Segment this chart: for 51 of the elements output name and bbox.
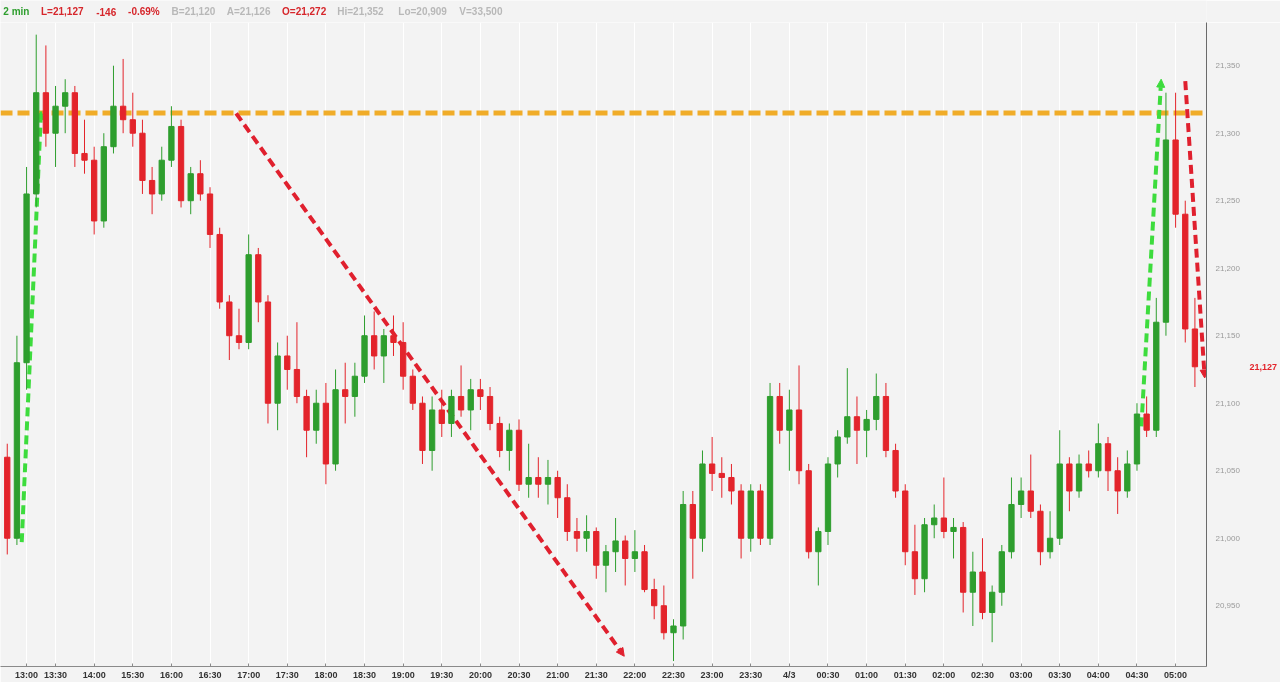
x-tick-label: 02:30 [970,669,995,680]
x-tick-label: 4/3 [783,669,796,680]
x-tick-label: 04:00 [1086,669,1110,680]
y-tick-label: 21,350 [1215,61,1241,71]
y-tick-label: 20,950 [1215,601,1241,611]
y-tick-label: 21,000 [1215,533,1241,543]
x-tick-label: 03:00 [1009,669,1033,680]
x-tick-label: 16:00 [159,669,183,680]
x-tick-label: 21:00 [546,669,570,680]
chart-title: 2 min [3,6,30,17]
text: B=21,120 [171,6,216,17]
text: V=33,500 [459,6,503,17]
x-tick-label: 01:00 [855,669,879,680]
x-tick-label: 19:30 [430,669,454,680]
x-tick-label: 20:00 [468,669,492,680]
text: -0.69% [128,6,160,17]
x-tick-label: 14:00 [82,669,106,680]
x-tick-label: 18:00 [314,669,338,680]
x-tick-label: 16:30 [198,669,222,680]
x-tick-label: 21:30 [584,669,608,680]
x-tick-label: 17:30 [275,669,299,680]
x-tick-label: 19:00 [391,669,415,680]
x-tick-label: 18:30 [353,669,377,680]
text: A=21,126 [226,6,271,17]
x-tick-label: 05:00 [1164,669,1188,680]
y-tick-label: 21,150 [1215,331,1241,341]
x-tick-label: 17:00 [237,669,261,680]
x-tick-label: 15:30 [121,669,145,680]
text: L=21,127 [41,6,84,17]
x-tick-label: 13:00 [15,669,39,680]
y-tick-label: 21,300 [1215,128,1241,138]
y-tick-label: 21,100 [1215,398,1241,408]
x-tick-label: 13:30 [44,669,68,680]
x-tick-label: 23:00 [700,669,724,680]
x-tick-label: 23:30 [739,669,763,680]
text: -146 [96,6,117,18]
y-tick-label: 21,250 [1215,196,1241,206]
x-tick-label: 22:30 [661,669,686,680]
y-tick-label: 21,050 [1215,466,1241,476]
text: Lo=20,909 [398,6,448,17]
y-tick-label: 21,200 [1215,263,1241,273]
x-tick-label: 02:00 [932,669,956,680]
text: 21,127 [1249,361,1278,372]
x-tick-label: 01:30 [893,669,917,680]
text: Hi=21,352 [337,6,385,17]
x-tick-label: 20:30 [507,669,531,680]
text: O=21,272 [282,6,327,17]
x-tick-label: 03:30 [1048,669,1072,680]
x-tick-label: 22:00 [623,669,647,680]
x-tick-label: 04:30 [1125,669,1149,680]
x-tick-label: 00:30 [816,669,840,680]
